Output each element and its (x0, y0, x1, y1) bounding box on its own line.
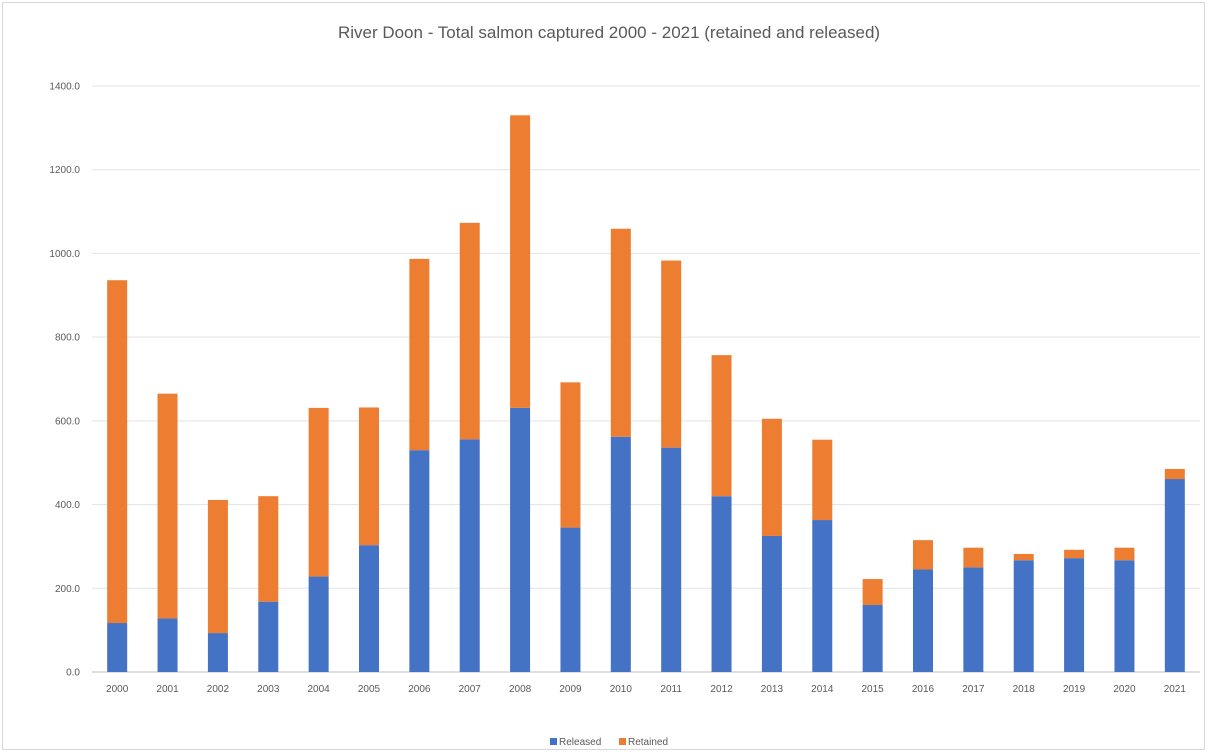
x-tick-label: 2010 (610, 684, 633, 695)
x-tick-label: 2019 (1063, 684, 1086, 695)
legend-swatch-retained (619, 738, 626, 745)
bar-released-2009 (560, 527, 581, 672)
x-tick-label: 2002 (207, 684, 230, 695)
bar-released-2008 (510, 407, 531, 672)
legend-label-retained: Retained (628, 737, 668, 748)
bar-released-2015 (862, 605, 883, 672)
bar-retained-2019 (1064, 549, 1085, 559)
y-tick-label: 0.0 (66, 668, 80, 679)
bar-retained-2012 (711, 355, 732, 497)
bar-retained-2021 (1164, 468, 1185, 480)
x-tick-label: 2005 (358, 684, 381, 695)
bar-retained-2017 (963, 547, 984, 568)
y-tick-label: 200.0 (55, 584, 80, 595)
bar-released-2003 (258, 601, 279, 672)
bar-released-2020 (1114, 560, 1135, 672)
x-tick-label: 2009 (559, 684, 582, 695)
bar-released-2006 (409, 450, 430, 672)
bar-released-2002 (207, 633, 228, 672)
bar-released-2019 (1064, 558, 1085, 672)
bar-released-2018 (1013, 560, 1034, 672)
x-tick-label: 2018 (1013, 684, 1036, 695)
y-axis-labels: 0.0 200.0 400.0 600.0 800.0 1000.0 1200.0 1400.… (49, 82, 80, 679)
bar-released-2012 (711, 496, 732, 672)
bar-retained-2003 (258, 496, 279, 602)
bar-released-2001 (157, 618, 178, 672)
bar-retained-2007 (459, 222, 480, 440)
y-tick-label: 600.0 (55, 416, 80, 427)
x-tick-label: 2000 (106, 684, 129, 695)
x-tick-label: 2021 (1164, 684, 1187, 695)
y-tick-label: 1400.0 (49, 82, 80, 93)
bar-released-2004 (308, 576, 329, 672)
bar-released-2007 (459, 439, 480, 672)
legend-label-released: Released (559, 737, 601, 748)
legend-swatch-released (550, 738, 557, 745)
bar-released-2010 (610, 436, 631, 672)
x-tick-label: 2004 (308, 684, 331, 695)
bar-retained-2002 (207, 499, 228, 634)
bar-retained-2015 (862, 579, 883, 606)
x-tick-label: 2006 (408, 684, 431, 695)
bar-retained-2010 (610, 228, 631, 437)
x-tick-label: 2014 (811, 684, 834, 695)
bar-retained-2000 (107, 280, 128, 624)
bars-layer (107, 115, 1185, 672)
x-tick-label: 2020 (1113, 684, 1136, 695)
bar-retained-2016 (913, 540, 933, 570)
x-tick-label: 2007 (459, 684, 482, 695)
bar-retained-2006 (409, 258, 430, 451)
bar-retained-2020 (1114, 547, 1135, 561)
bar-released-2011 (661, 447, 682, 672)
bar-retained-2018 (1013, 553, 1034, 561)
y-tick-label: 400.0 (55, 500, 80, 511)
x-tick-label: 2008 (509, 684, 532, 695)
chart-title: River Doon - Total salmon captured 2000 … (338, 23, 880, 42)
x-tick-label: 2015 (862, 684, 885, 695)
x-tick-label: 2012 (710, 684, 733, 695)
bar-retained-2004 (308, 407, 329, 577)
bar-retained-2005 (359, 407, 379, 546)
bar-retained-2011 (661, 260, 682, 448)
bar-released-2021 (1164, 479, 1185, 672)
legend: Released Retained (550, 737, 668, 748)
grid-layer (92, 85, 1200, 673)
bar-released-2016 (913, 569, 933, 672)
x-axis-labels: 2000 2001 2002 2003 2004 2005 2006 2007 2008 2009… (106, 684, 1186, 695)
bar-released-2000 (107, 623, 128, 672)
bar-released-2017 (963, 567, 984, 672)
y-tick-label: 800.0 (55, 333, 80, 344)
bar-retained-2014 (812, 439, 833, 521)
x-tick-label: 2001 (156, 684, 179, 695)
y-tick-label: 1000.0 (49, 249, 80, 260)
x-tick-label: 2017 (962, 684, 985, 695)
bar-released-2014 (812, 520, 833, 672)
bar-released-2005 (359, 545, 379, 672)
x-tick-label: 2016 (912, 684, 935, 695)
y-tick-label: 1200.0 (49, 165, 80, 176)
bar-retained-2008 (510, 115, 531, 408)
x-tick-label: 2011 (660, 684, 682, 695)
x-tick-label: 2013 (761, 684, 784, 695)
x-tick-label: 2003 (257, 684, 280, 695)
bar-retained-2013 (761, 418, 782, 536)
bar-released-2013 (761, 535, 782, 672)
bar-retained-2001 (157, 393, 178, 619)
bar-retained-2009 (560, 382, 581, 528)
